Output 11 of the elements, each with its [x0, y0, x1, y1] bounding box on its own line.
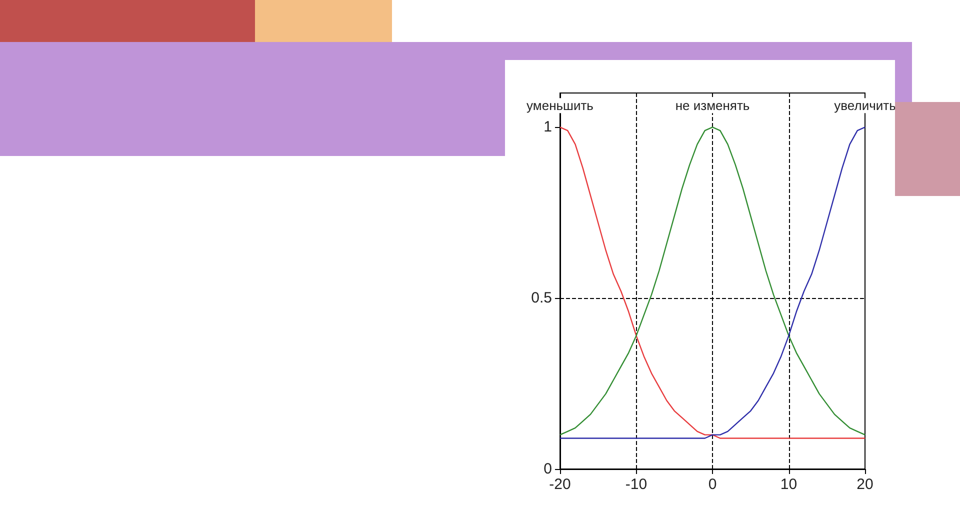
x-tick-label: 10: [780, 476, 798, 493]
x-tick-label: 0: [708, 476, 717, 493]
y-tick-label: 0: [544, 460, 552, 478]
x-tick-label: 20: [856, 476, 874, 493]
series-label: увеличить: [834, 98, 896, 114]
y-tick-label: 0.5: [531, 290, 552, 307]
x-tick-label: -20: [549, 476, 571, 493]
x-tick-label: -10: [625, 476, 648, 493]
series-label: уменьшить: [526, 98, 594, 114]
y-tick-label: 1: [544, 118, 552, 136]
series-label: не изменять: [675, 98, 750, 114]
